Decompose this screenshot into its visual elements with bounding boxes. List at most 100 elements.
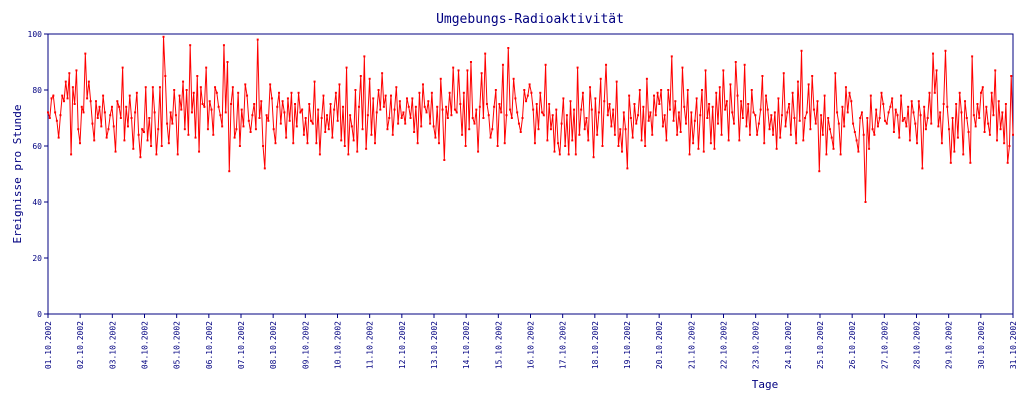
data-point bbox=[814, 122, 817, 125]
data-point bbox=[738, 139, 741, 142]
data-point bbox=[450, 114, 453, 117]
data-point bbox=[772, 133, 775, 136]
data-point bbox=[924, 128, 927, 131]
data-point bbox=[720, 133, 723, 136]
data-point bbox=[59, 114, 62, 117]
data-point bbox=[921, 167, 924, 170]
data-point bbox=[900, 94, 903, 97]
data-point bbox=[791, 91, 794, 94]
data-point bbox=[999, 128, 1002, 131]
data-point bbox=[141, 128, 144, 131]
data-point bbox=[715, 91, 718, 94]
data-point bbox=[754, 114, 757, 117]
data-point bbox=[395, 86, 398, 89]
data-point bbox=[571, 139, 574, 142]
data-point bbox=[507, 47, 510, 49]
data-point bbox=[247, 119, 250, 122]
data-point bbox=[484, 52, 487, 55]
data-point bbox=[87, 80, 90, 83]
data-point bbox=[102, 94, 105, 97]
y-tick-label: 80 bbox=[32, 86, 42, 95]
x-tick-label: 07.10.2002 bbox=[237, 321, 246, 369]
x-tick-label: 17.10.2002 bbox=[559, 321, 568, 369]
data-point bbox=[576, 66, 579, 69]
data-point bbox=[912, 111, 915, 114]
data-point bbox=[523, 89, 526, 91]
data-point bbox=[699, 114, 702, 117]
data-point bbox=[907, 105, 910, 108]
data-point bbox=[528, 83, 531, 86]
data-point bbox=[418, 91, 421, 94]
data-point bbox=[818, 170, 821, 173]
data-point bbox=[599, 77, 602, 80]
data-point bbox=[608, 103, 611, 105]
data-point bbox=[505, 114, 508, 117]
data-point bbox=[642, 105, 645, 108]
data-point bbox=[100, 125, 103, 128]
x-tick-label: 21.10.2002 bbox=[687, 321, 696, 369]
data-point bbox=[331, 136, 334, 139]
data-point bbox=[103, 111, 106, 114]
x-axis: 01.10.2002 02.10.2002 03.10.2002 04.10.2002… bbox=[44, 314, 1018, 369]
data-point bbox=[77, 128, 80, 131]
data-point bbox=[153, 111, 156, 114]
data-point bbox=[597, 111, 600, 114]
x-tick-label: 14.10.2002 bbox=[462, 321, 471, 369]
data-point bbox=[777, 97, 780, 100]
data-point bbox=[980, 91, 983, 94]
data-point bbox=[693, 119, 696, 122]
data-point bbox=[942, 103, 945, 105]
data-point bbox=[110, 105, 113, 108]
data-point bbox=[176, 153, 179, 156]
data-point bbox=[192, 91, 195, 94]
data-point bbox=[157, 128, 160, 131]
data-point bbox=[981, 86, 984, 89]
data-point bbox=[382, 105, 385, 108]
x-tick-label: 22.10.2002 bbox=[720, 321, 729, 369]
data-point bbox=[407, 105, 410, 108]
data-point bbox=[311, 122, 314, 125]
data-point bbox=[1012, 133, 1014, 136]
data-point bbox=[521, 117, 524, 119]
data-point bbox=[825, 153, 828, 156]
data-point bbox=[487, 114, 490, 117]
data-point bbox=[640, 139, 643, 142]
data-point bbox=[94, 100, 97, 103]
data-point bbox=[940, 142, 943, 145]
data-point bbox=[708, 103, 711, 105]
data-point bbox=[109, 114, 112, 117]
data-point bbox=[580, 108, 583, 111]
data-point bbox=[178, 94, 181, 97]
data-point bbox=[743, 63, 746, 66]
data-point bbox=[501, 63, 504, 66]
data-point bbox=[167, 142, 170, 145]
data-point bbox=[240, 108, 243, 111]
data-point bbox=[937, 125, 940, 128]
data-point bbox=[553, 150, 556, 153]
data-point bbox=[201, 103, 204, 105]
data-point bbox=[379, 108, 382, 111]
data-point bbox=[956, 136, 959, 139]
data-point bbox=[987, 122, 990, 125]
data-point bbox=[174, 114, 177, 117]
data-point bbox=[839, 153, 842, 156]
data-point bbox=[796, 80, 799, 83]
data-point bbox=[139, 156, 142, 159]
y-tick-label: 20 bbox=[32, 254, 42, 263]
data-point bbox=[70, 153, 73, 156]
data-point bbox=[231, 86, 234, 89]
x-tick-label: 16.10.2002 bbox=[527, 321, 536, 369]
data-point bbox=[112, 125, 115, 128]
data-point bbox=[281, 100, 284, 103]
data-point bbox=[786, 111, 789, 114]
x-tick-label: 01.10.2002 bbox=[44, 321, 53, 369]
data-point bbox=[558, 153, 561, 156]
data-point bbox=[411, 97, 414, 100]
data-point bbox=[134, 111, 137, 114]
data-point bbox=[370, 133, 373, 136]
data-point bbox=[126, 125, 129, 128]
data-point bbox=[798, 119, 801, 122]
data-point bbox=[917, 100, 920, 103]
data-point bbox=[560, 122, 563, 125]
data-point bbox=[549, 128, 552, 131]
